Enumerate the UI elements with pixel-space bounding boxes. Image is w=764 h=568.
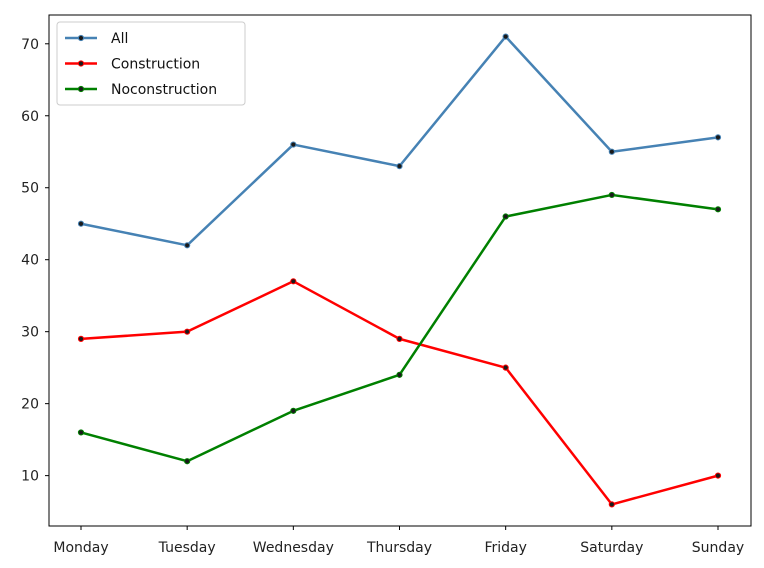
data-point-noconstruction-saturday [608, 191, 615, 199]
y-tick-label-10: 10 [21, 469, 39, 485]
x-tick-label-monday: Monday [53, 540, 108, 556]
legend-label-noconstruction: Noconstruction [111, 82, 217, 98]
data-point-noconstruction-thursday [396, 371, 403, 378]
legend-box [56, 21, 246, 106]
series-noconstruction [77, 191, 722, 465]
legend-marker-noconstruction [77, 85, 85, 93]
data-point-construction-friday [502, 364, 509, 371]
data-point-all-tuesday [184, 242, 191, 249]
data-point-all-friday [502, 33, 509, 40]
y-tick-label-60: 60 [21, 109, 39, 125]
legend-item-construction: Construction [65, 57, 200, 73]
y-tick-label-20: 20 [21, 397, 39, 413]
data-point-construction-sunday [714, 472, 722, 479]
x-tick-label-sunday: Sunday [692, 540, 744, 556]
series-all [77, 33, 722, 249]
data-point-construction-tuesday [184, 328, 191, 335]
legend-item-all: All [65, 31, 128, 47]
data-point-construction-saturday [608, 501, 615, 508]
y-tick-label-40: 40 [21, 253, 39, 269]
x-tick-label-thursday: Thursday [366, 540, 432, 556]
x-tick-label-friday: Friday [484, 540, 526, 556]
y-tick-label-70: 70 [21, 37, 39, 53]
legend-label-construction: Construction [111, 57, 200, 73]
x-tick-label-wednesday: Wednesday [253, 540, 334, 556]
data-point-noconstruction-tuesday [184, 458, 191, 465]
data-point-noconstruction-friday [502, 213, 509, 220]
y-tick-label-30: 30 [21, 325, 39, 341]
data-point-all-monday [77, 220, 85, 227]
data-point-all-thursday [396, 163, 403, 170]
data-point-construction-monday [77, 335, 85, 342]
data-point-all-saturday [608, 148, 615, 155]
legend-marker-construction [77, 60, 85, 67]
y-tick-label-50: 50 [21, 181, 39, 197]
data-point-all-wednesday [290, 141, 297, 148]
legend-marker-all [77, 34, 85, 42]
data-point-all-sunday [714, 134, 722, 141]
series-construction [77, 278, 722, 508]
data-point-noconstruction-sunday [714, 206, 722, 213]
x-tick-label-saturday: Saturday [580, 540, 643, 556]
data-point-construction-wednesday [290, 278, 297, 285]
legend-label-all: All [111, 31, 128, 47]
data-point-noconstruction-monday [77, 429, 85, 436]
x-axis: Monday Tuesday Wednesday Thursday Friday Satu… [53, 526, 744, 556]
x-tick-label-tuesday: Tuesday [158, 540, 216, 556]
data-point-construction-thursday [396, 335, 403, 342]
series-layer [77, 33, 722, 508]
data-point-noconstruction-wednesday [290, 407, 297, 414]
y-axis: 10 20 30 40 50 60 70 [21, 37, 49, 485]
legend: All Construction Noconstruction [56, 21, 246, 106]
legend-item-noconstruction: Noconstruction [65, 82, 217, 98]
